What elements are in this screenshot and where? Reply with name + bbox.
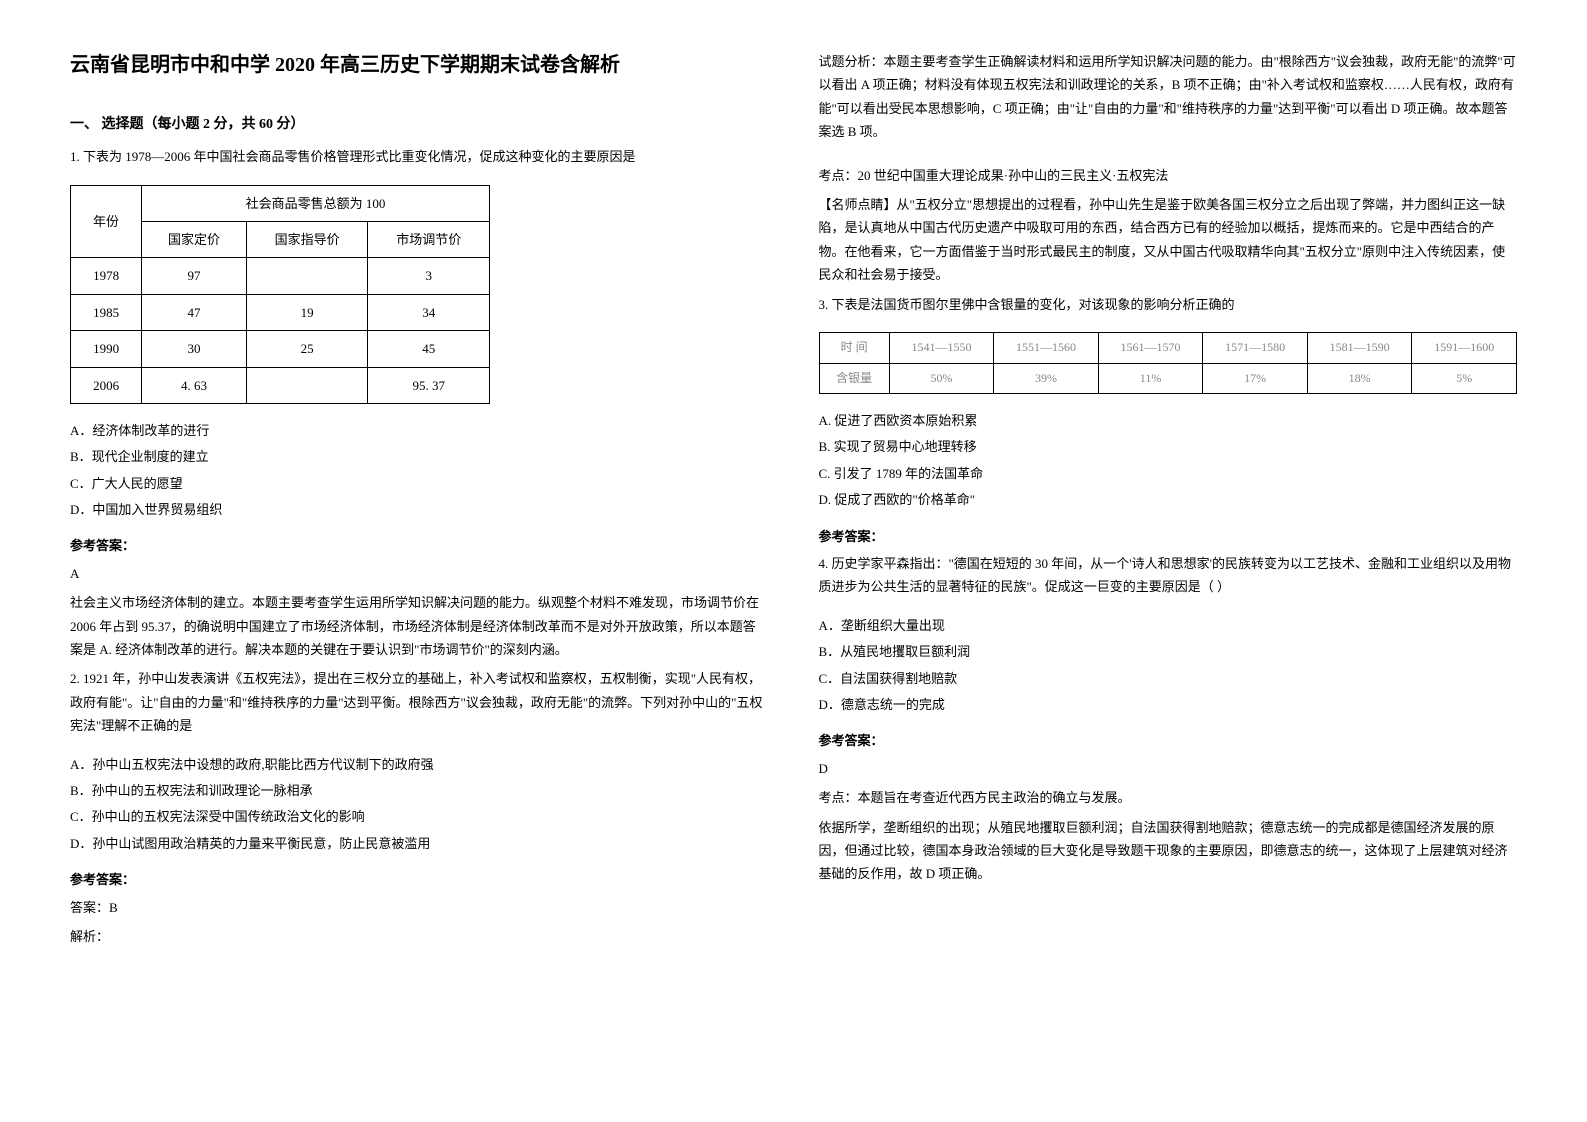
q1-th-state: 国家定价	[142, 221, 247, 257]
q3-options: A. 促进了西欧资本原始积累 B. 实现了贸易中心地理转移 C. 引发了 178…	[819, 406, 1518, 515]
q4-option-d: D．德意志统一的完成	[819, 693, 1518, 716]
q1-cell: 3	[368, 258, 490, 294]
q2-option-c: C．孙中山的五权宪法深受中国传统政治文化的影响	[70, 805, 769, 828]
q2-option-b: B．孙中山的五权宪法和训政理论一脉相承	[70, 779, 769, 802]
q1-th-guide: 国家指导价	[246, 221, 368, 257]
q4-stem: 4. 历史学家平森指出："德国在短短的 30 年间，从一个'诗人和思想家'的民族…	[819, 552, 1518, 599]
q1-cell: 45	[368, 331, 490, 367]
q1-option-c: C．广大人民的愿望	[70, 472, 769, 495]
q1-cell: 30	[142, 331, 247, 367]
q2-mingshi: 【名师点睛】从"五权分立"思想提出的过程看，孙中山先生是鉴于欧美各国三权分立之后…	[819, 193, 1518, 287]
q2-stem: 2. 1921 年，孙中山发表演讲《五权宪法》，提出在三权分立的基础上，补入考试…	[70, 667, 769, 737]
q3-cell: 17%	[1203, 363, 1308, 394]
q3-option-a: A. 促进了西欧资本原始积累	[819, 409, 1518, 432]
q2-options: A．孙中山五权宪法中设想的政府,职能比西方代议制下的政府强 B．孙中山的五权宪法…	[70, 750, 769, 859]
q3-th: 时 间	[819, 332, 889, 363]
q1-th-total: 社会商品零售总额为 100	[142, 185, 490, 221]
right-column: 试题分析：本题主要考查学生正确解读材料和运用所学知识解决问题的能力。由"根除西方…	[819, 50, 1518, 1072]
q2-kaodian: 考点：20 世纪中国重大理论成果·孙中山的三民主义·五权宪法	[819, 164, 1518, 187]
q1-cell: 25	[246, 331, 368, 367]
q1-explanation: 社会主义市场经济体制的建立。本题主要考查学生运用所学知识解决问题的能力。纵观整个…	[70, 591, 769, 661]
q2-option-a: A．孙中山五权宪法中设想的政府,职能比西方代议制下的政府强	[70, 753, 769, 776]
q3-cell: 50%	[889, 363, 994, 394]
q1-cell	[246, 258, 368, 294]
q3-th: 1591—1600	[1412, 332, 1517, 363]
q1-cell: 34	[368, 294, 490, 330]
q1-cell: 95. 37	[368, 367, 490, 403]
q3-stem: 3. 下表是法国货币图尔里佛中含银量的变化，对该现象的影响分析正确的	[819, 293, 1518, 316]
q3-cell: 含银量	[819, 363, 889, 394]
q1-option-d: D．中国加入世界贸易组织	[70, 498, 769, 521]
q1-stem: 1. 下表为 1978—2006 年中国社会商品零售价格管理形式比重变化情况，促…	[70, 145, 769, 168]
q4-option-b: B．从殖民地攫取巨额利润	[819, 640, 1518, 663]
q3-th: 1541—1550	[889, 332, 994, 363]
q1-cell: 1978	[71, 258, 142, 294]
q3-th: 1571—1580	[1203, 332, 1308, 363]
q1-option-a: A．经济体制改革的进行	[70, 419, 769, 442]
q1-cell	[246, 367, 368, 403]
q4-answer-label: 参考答案：	[819, 729, 1518, 752]
q3-cell: 39%	[994, 363, 1099, 394]
q3-option-d: D. 促成了西欧的"价格革命"	[819, 488, 1518, 511]
q1-th-market: 市场调节价	[368, 221, 490, 257]
q1-answer: A	[70, 562, 769, 585]
spacer	[819, 150, 1518, 164]
q3-th: 1561—1570	[1098, 332, 1203, 363]
q1-cell: 1990	[71, 331, 142, 367]
q3-answer-label: 参考答案：	[819, 525, 1518, 548]
q4-option-a: A．垄断组织大量出现	[819, 614, 1518, 637]
q4-kaodian: 考点：本题旨在考查近代西方民主政治的确立与发展。	[819, 786, 1518, 809]
q1-cell: 47	[142, 294, 247, 330]
q4-answer: D	[819, 757, 1518, 780]
q1-option-b: B．现代企业制度的建立	[70, 445, 769, 468]
q3-option-c: C. 引发了 1789 年的法国革命	[819, 462, 1518, 485]
q3-table: 时 间 1541—1550 1551—1560 1561—1570 1571—1…	[819, 332, 1518, 394]
q4-explanation: 依据所学，垄断组织的出现；从殖民地攫取巨额利润；自法国获得割地赔款；德意志统一的…	[819, 816, 1518, 886]
q3-option-b: B. 实现了贸易中心地理转移	[819, 435, 1518, 458]
q2-analysis-label: 解析：	[70, 925, 769, 948]
q1-answer-label: 参考答案：	[70, 534, 769, 557]
q3-cell: 11%	[1098, 363, 1203, 394]
q2-answer-label: 参考答案：	[70, 868, 769, 891]
q1-options: A．经济体制改革的进行 B．现代企业制度的建立 C．广大人民的愿望 D．中国加入…	[70, 416, 769, 525]
q4-options: A．垄断组织大量出现 B．从殖民地攫取巨额利润 C．自法国获得割地赔款 D．德意…	[819, 611, 1518, 720]
q4-option-c: C．自法国获得割地赔款	[819, 667, 1518, 690]
q1-cell: 2006	[71, 367, 142, 403]
left-column: 云南省昆明市中和中学 2020 年高三历史下学期期末试卷含解析 一、 选择题（每…	[70, 50, 769, 1072]
q3-th: 1551—1560	[994, 332, 1099, 363]
q2-analysis: 试题分析：本题主要考查学生正确解读材料和运用所学知识解决问题的能力。由"根除西方…	[819, 50, 1518, 144]
q3-cell: 5%	[1412, 363, 1517, 394]
q1-cell: 1985	[71, 294, 142, 330]
q2-option-d: D．孙中山试图用政治精英的力量来平衡民意，防止民意被滥用	[70, 832, 769, 855]
q3-th: 1581—1590	[1307, 332, 1412, 363]
q3-cell: 18%	[1307, 363, 1412, 394]
q2-answer: 答案：B	[70, 896, 769, 919]
document-title: 云南省昆明市中和中学 2020 年高三历史下学期期末试卷含解析	[70, 50, 769, 80]
q1-th-year: 年份	[71, 185, 142, 258]
q1-cell: 19	[246, 294, 368, 330]
q1-table: 年份 社会商品零售总额为 100 国家定价 国家指导价 市场调节价 1978 9…	[70, 185, 490, 404]
q1-cell: 97	[142, 258, 247, 294]
section-heading: 一、 选择题（每小题 2 分，共 60 分）	[70, 112, 769, 137]
q1-cell: 4. 63	[142, 367, 247, 403]
